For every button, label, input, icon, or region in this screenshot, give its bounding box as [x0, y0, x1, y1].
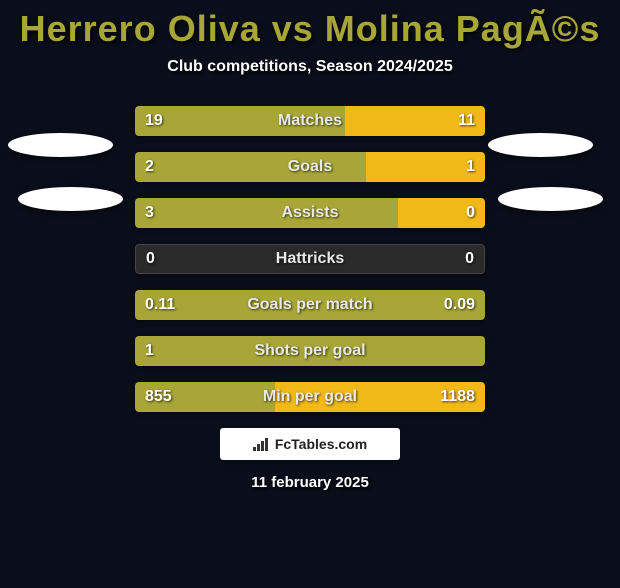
stat-value-left: 3	[145, 204, 154, 222]
stat-value-left: 855	[145, 388, 172, 406]
stat-value-left: 1	[145, 342, 154, 360]
chart-icon	[253, 437, 271, 451]
stat-value-right: 11	[458, 112, 475, 130]
stat-value-left: 0.11	[145, 296, 175, 314]
player-logo-placeholder	[8, 133, 113, 157]
stat-value-left: 0	[146, 250, 155, 268]
stat-row: 3 Assists 0	[135, 198, 485, 228]
stat-label: Min per goal	[263, 388, 357, 406]
stat-label: Goals per match	[247, 296, 372, 314]
player-logo-placeholder	[498, 187, 603, 211]
footer-brand-text: FcTables.com	[275, 436, 367, 452]
player-logo-placeholder	[18, 187, 123, 211]
stat-value-right: 0	[466, 204, 475, 222]
stat-label: Shots per goal	[254, 342, 365, 360]
stat-value-right: 1	[466, 158, 475, 176]
footer-date: 11 february 2025	[0, 474, 620, 491]
stat-value-right: 0.09	[444, 296, 475, 314]
stat-row: 0 Hattricks 0	[135, 244, 485, 274]
player-logo-placeholder	[488, 133, 593, 157]
stat-value-left: 19	[145, 112, 163, 130]
stat-row: 0.11 Goals per match 0.09	[135, 290, 485, 320]
stat-label: Matches	[278, 112, 342, 130]
stat-row: 1 Shots per goal	[135, 336, 485, 366]
stat-row: 2 Goals 1	[135, 152, 485, 182]
stat-label: Goals	[288, 158, 332, 176]
stat-value-right: 0	[465, 250, 474, 268]
page-subtitle: Club competitions, Season 2024/2025	[0, 58, 620, 76]
stat-value-right: 1188	[440, 388, 475, 406]
stat-value-left: 2	[145, 158, 154, 176]
page-title: Herrero Oliva vs Molina PagÃ©s	[0, 8, 620, 50]
stat-bar-left	[135, 198, 398, 228]
stat-row: 19 Matches 11	[135, 106, 485, 136]
stats-bars-container: 19 Matches 11 2 Goals 1 3 Assists 0 0 Hattricks 0 0.…	[135, 106, 485, 412]
stat-row: 855 Min per goal 1188	[135, 382, 485, 412]
footer-brand-box: FcTables.com	[220, 428, 400, 460]
stat-label: Assists	[282, 204, 339, 222]
stat-label: Hattricks	[276, 250, 344, 268]
